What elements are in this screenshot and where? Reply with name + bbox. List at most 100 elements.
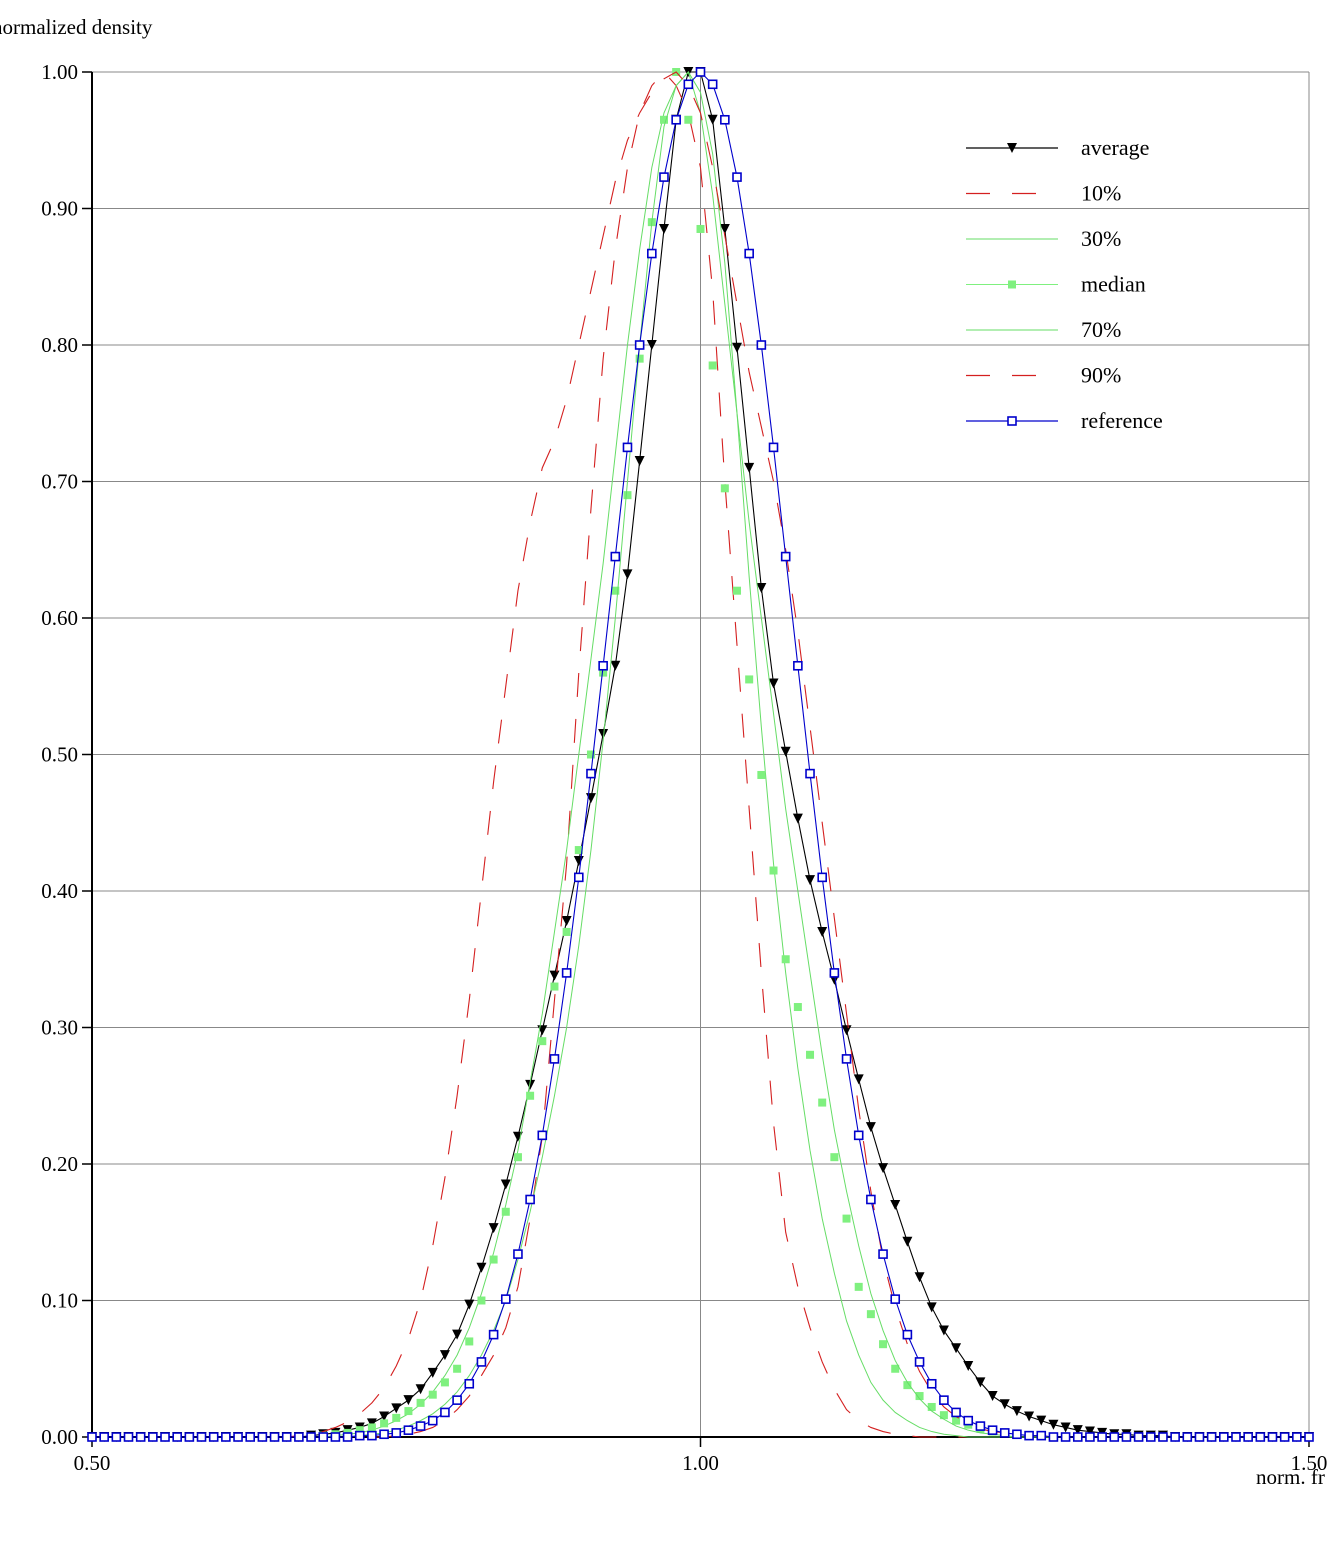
data-point xyxy=(404,1407,413,1416)
legend-item-reference: reference xyxy=(966,408,1163,433)
data-point xyxy=(1024,1411,1035,1422)
data-point xyxy=(951,1407,961,1418)
data-point xyxy=(659,115,668,124)
data-point xyxy=(245,1432,256,1442)
y-tick-label: 0.30 xyxy=(41,1016,78,1040)
data-point xyxy=(99,1432,109,1442)
data-point xyxy=(1292,1432,1302,1442)
legend-label: median xyxy=(1081,272,1146,297)
data-point xyxy=(354,1430,365,1441)
data-point xyxy=(379,1411,390,1422)
data-point xyxy=(476,1262,487,1273)
data-point xyxy=(294,1432,304,1442)
data-point xyxy=(538,1037,547,1046)
data-point xyxy=(610,660,621,671)
data-point xyxy=(865,1122,876,1133)
data-point xyxy=(367,1423,376,1432)
data-point xyxy=(647,248,657,259)
data-point xyxy=(975,1377,986,1388)
data-point xyxy=(891,1364,900,1373)
data-point xyxy=(915,1392,924,1401)
data-point xyxy=(659,172,669,182)
y-tick-label: 0.90 xyxy=(41,197,78,221)
data-point xyxy=(465,1337,474,1346)
data-point xyxy=(756,340,767,350)
data-point xyxy=(1304,1432,1314,1442)
data-point xyxy=(853,1074,864,1085)
data-point xyxy=(500,1294,511,1304)
y-tick-label: 0.80 xyxy=(41,333,78,357)
legend-item-10pct: 10% xyxy=(966,181,1121,206)
data-point xyxy=(562,927,571,936)
y-tick-label: 0.60 xyxy=(41,606,78,630)
data-point xyxy=(879,1340,888,1349)
data-point xyxy=(635,354,644,363)
data-point xyxy=(890,1294,901,1304)
data-point xyxy=(1182,1432,1193,1442)
data-point xyxy=(792,813,803,824)
data-point xyxy=(525,1194,535,1205)
legend-item-30pct: 30% xyxy=(966,226,1121,251)
legend-label: 30% xyxy=(1081,226,1121,251)
legend-marker xyxy=(1008,280,1016,289)
data-point xyxy=(611,586,620,595)
data-point xyxy=(160,1432,170,1442)
data-point xyxy=(513,1153,522,1162)
data-point xyxy=(599,668,608,677)
data-point xyxy=(1036,1415,1047,1426)
legend-marker xyxy=(1007,143,1017,153)
legend: average 10% 30% median 70% 90% reference xyxy=(966,135,1163,433)
data-point xyxy=(622,569,633,580)
legend-item-average: average xyxy=(966,135,1149,160)
data-point xyxy=(926,1378,937,1389)
y-tick-label: 1.00 xyxy=(41,60,78,84)
data-point xyxy=(1072,1432,1083,1442)
x-tick-label: 0.50 xyxy=(74,1451,111,1475)
data-point xyxy=(842,1214,851,1223)
data-point xyxy=(489,1255,498,1264)
data-point xyxy=(549,1054,560,1064)
data-point xyxy=(306,1432,316,1442)
data-point xyxy=(938,1325,949,1336)
data-point xyxy=(403,1395,414,1406)
data-point xyxy=(987,1425,998,1435)
data-point xyxy=(561,916,572,927)
legend-item-90pct: 90% xyxy=(966,363,1121,388)
data-point xyxy=(1036,1430,1047,1441)
data-point xyxy=(903,1381,912,1390)
legend-item-70pct: 70% xyxy=(966,317,1121,342)
data-point xyxy=(696,224,705,233)
data-point xyxy=(646,340,657,350)
data-point xyxy=(1011,1406,1022,1417)
data-point xyxy=(537,1130,548,1141)
data-point xyxy=(367,1430,377,1441)
data-point xyxy=(549,970,560,981)
data-point xyxy=(780,746,791,757)
data-point xyxy=(550,982,559,991)
data-point xyxy=(1219,1432,1229,1442)
data-point xyxy=(732,172,742,182)
legend-label: 10% xyxy=(1081,181,1121,206)
data-point xyxy=(745,675,754,684)
series-layer xyxy=(87,67,1314,1442)
grid-lines xyxy=(92,71,1310,1438)
data-point xyxy=(1060,1422,1071,1433)
data-point xyxy=(951,1343,962,1354)
data-point xyxy=(221,1432,231,1442)
data-point xyxy=(707,79,718,90)
data-point xyxy=(464,1378,475,1389)
data-point xyxy=(866,1194,876,1205)
legend-item-median: median xyxy=(966,272,1146,297)
data-point xyxy=(452,1329,463,1340)
data-point xyxy=(464,1299,475,1310)
data-point xyxy=(854,1282,863,1291)
data-point xyxy=(257,1432,268,1442)
data-point xyxy=(793,1003,802,1012)
data-point xyxy=(1048,1419,1059,1430)
data-point xyxy=(427,1367,438,1378)
data-point xyxy=(573,855,584,866)
x-tick-label: 1.00 xyxy=(682,1451,719,1475)
data-point xyxy=(927,1402,936,1411)
data-point xyxy=(453,1364,462,1373)
